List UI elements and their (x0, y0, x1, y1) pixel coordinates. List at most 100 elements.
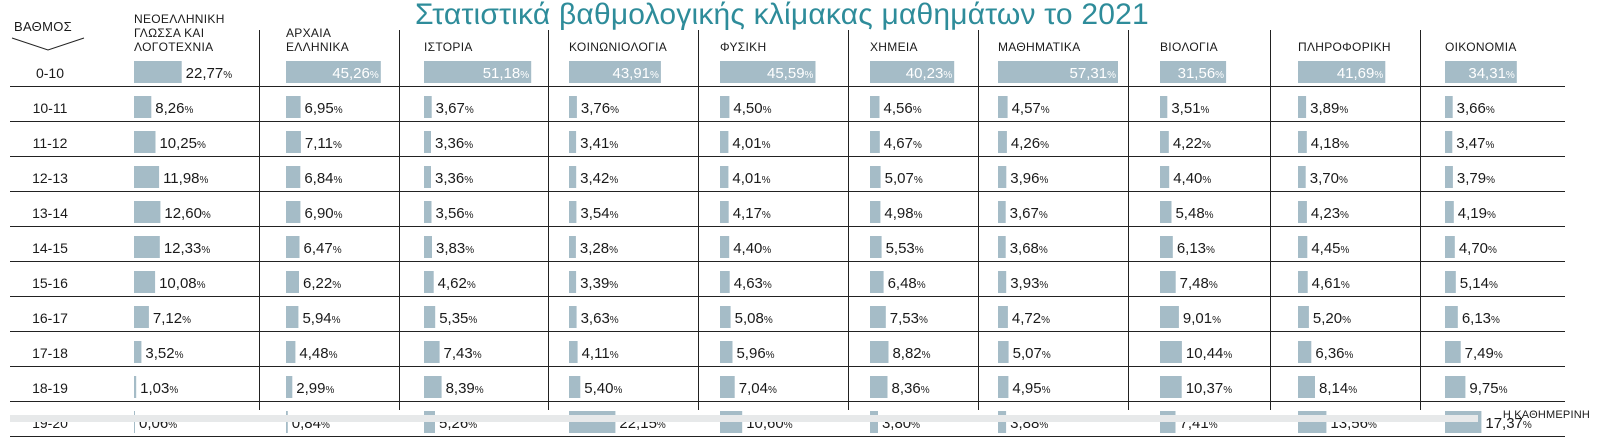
value-bar (1445, 306, 1458, 328)
value-bar (998, 131, 1007, 153)
value-bar (870, 236, 882, 258)
value-label: 5,53% (886, 240, 924, 257)
value-bar (424, 376, 442, 398)
value-bar (1298, 271, 1308, 293)
value-bar (286, 131, 301, 153)
value-bar (424, 166, 431, 188)
value-label: 5,96% (736, 345, 774, 362)
value-bar (1445, 96, 1453, 118)
value-bar (424, 131, 431, 153)
value-bar (134, 341, 142, 363)
value-label: 41,69% (1337, 65, 1384, 82)
value-label: 5,07% (1013, 345, 1051, 362)
subject-header-line: ΝΕΟΕΛΛΗΝΙΚΗ (134, 12, 225, 26)
value-label: 6,36% (1315, 345, 1353, 362)
value-bar (870, 271, 884, 293)
value-bar (286, 96, 301, 118)
value-label: 40,23% (906, 65, 953, 82)
value-bar (1298, 376, 1315, 398)
grade-label: 13-14 (32, 205, 68, 221)
value-label: 4,50% (733, 100, 771, 117)
value-bar (720, 166, 729, 188)
value-label: 7,49% (1465, 345, 1503, 362)
value-label: 5,35% (439, 310, 477, 327)
value-label: 8,39% (446, 380, 484, 397)
value-label: 51,18% (483, 65, 530, 82)
value-bar (569, 201, 577, 223)
value-bar (1160, 376, 1182, 398)
value-label: 3,28% (580, 240, 618, 257)
value-bar (424, 271, 434, 293)
value-label: 43,91% (612, 65, 659, 82)
value-bar (998, 411, 1007, 433)
value-label: 8,26% (155, 100, 193, 117)
value-bar (1160, 201, 1172, 223)
value-label: 3,42% (580, 170, 618, 187)
subject-header-line: ΟΙΚΟΝΟΜΙΑ (1445, 40, 1517, 54)
column-divider (978, 30, 979, 410)
value-label: 4,72% (1012, 310, 1050, 327)
value-label: 10,44% (1186, 345, 1233, 362)
subject-header-line: ΒΙΟΛΟΓΙΑ (1160, 40, 1218, 54)
value-bar (569, 61, 661, 83)
value-bar (1160, 96, 1168, 118)
value-label: 6,13% (1177, 240, 1215, 257)
value-bar (1445, 201, 1454, 223)
value-label: 4,62% (438, 275, 476, 292)
value-label: 3,89% (1310, 100, 1348, 117)
value-label: 4,61% (1312, 275, 1350, 292)
value-bar (1160, 341, 1182, 363)
value-label: 12,33% (164, 240, 211, 257)
subject-header: ΜΑΘΗΜΑΤΙΚΑ (998, 40, 1081, 54)
value-label: 4,01% (732, 170, 770, 187)
subject-header: ΒΙΟΛΟΓΙΑ (1160, 40, 1218, 54)
value-label: 3,36% (435, 170, 473, 187)
value-label: 31,56% (1178, 65, 1225, 82)
value-bar (286, 236, 300, 258)
grade-label: 10-11 (32, 100, 68, 116)
value-bar (998, 166, 1007, 188)
value-label: 3,70% (1310, 170, 1348, 187)
header-divider-chevron (11, 37, 85, 51)
value-bar (870, 166, 881, 188)
value-bar (1445, 131, 1453, 153)
value-label: 9,01% (1183, 310, 1221, 327)
value-bar (424, 341, 440, 363)
value-label: 8,36% (892, 380, 930, 397)
value-label: 4,17% (733, 205, 771, 222)
value-label: 2,99% (296, 380, 334, 397)
value-bar (720, 61, 816, 83)
subject-header: ΠΛΗΡΟΦΟΡΙΚΗ (1298, 40, 1391, 54)
value-label: 3,56% (435, 205, 473, 222)
value-bar (870, 341, 889, 363)
value-label: 4,11% (582, 345, 619, 362)
value-bar (134, 201, 161, 223)
row-divider (10, 156, 1565, 157)
value-bar (1298, 306, 1309, 328)
value-bar (569, 376, 581, 398)
row-divider (10, 296, 1565, 297)
row-divider (10, 401, 1565, 402)
value-label: 4,57% (1012, 100, 1050, 117)
chart-title: Στατιστικά βαθμολογικής κλίμακας μαθημάτ… (415, 0, 1149, 31)
value-bar (286, 271, 299, 293)
value-label: 8,14% (1319, 380, 1357, 397)
value-label: 3,79% (1457, 170, 1495, 187)
value-label: 22,77% (186, 65, 233, 82)
subject-header: ΑΡΧΑΙΑ ΕΛΛΗΝΙΚΑ (286, 26, 349, 54)
value-bar (424, 236, 432, 258)
subject-header-line: ΛΟΓΟΤΕΧΝΙΑ (134, 40, 214, 54)
value-label: 7,48% (1180, 275, 1218, 292)
value-bar (870, 201, 881, 223)
value-label: 4,56% (884, 100, 922, 117)
column-divider (1420, 30, 1421, 410)
value-bar (1298, 201, 1307, 223)
value-label: 4,45% (1311, 240, 1349, 257)
column-divider (259, 30, 260, 410)
value-bar (998, 341, 1009, 363)
column-divider (698, 30, 699, 410)
value-label: 6,22% (303, 275, 341, 292)
value-label: 5,08% (735, 310, 773, 327)
value-bar (134, 131, 156, 153)
value-label: 3,76% (581, 100, 619, 117)
